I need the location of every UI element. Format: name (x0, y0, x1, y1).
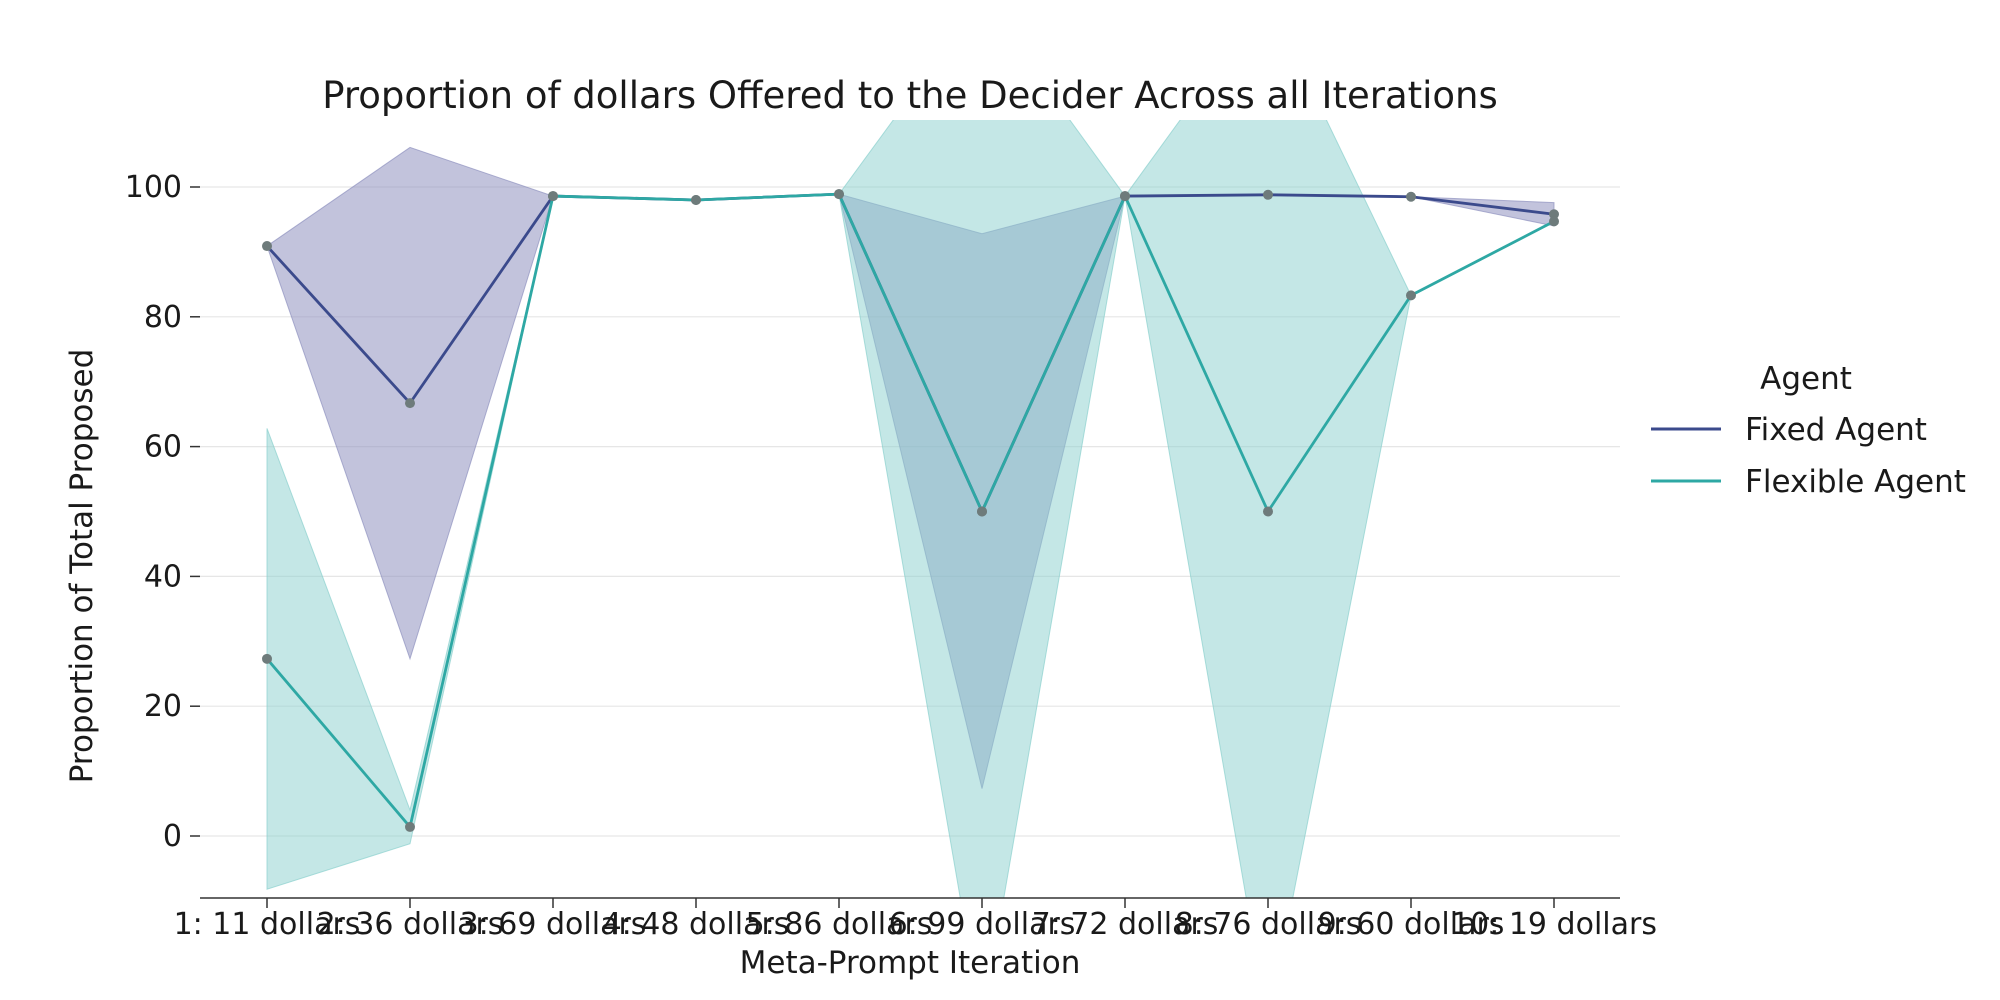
data-point (1263, 506, 1273, 517)
data-point (1120, 191, 1130, 202)
x-tick-label: 1: 11 dollars (174, 907, 361, 942)
x-axis-label: Meta-Prompt Iteration (740, 945, 1081, 981)
x-tick-label: 4: 48 dollars (603, 907, 790, 942)
y-tick-label: 40 (144, 559, 182, 594)
chart-title: Proportion of dollars Offered to the Dec… (322, 74, 1498, 117)
x-tick-label: 9: 60 dollars (1318, 907, 1505, 942)
y-tick-label: 80 (144, 300, 182, 335)
legend-label: Fixed Agent (1745, 412, 1927, 448)
data-point (405, 821, 415, 832)
y-axis-label: Proportion of Total Proposed (64, 349, 100, 784)
x-tick-label: 5: 86 dollars (746, 907, 933, 942)
x-tick-label: 2: 36 dollars (317, 907, 504, 942)
series-line (265, 192, 1555, 829)
data-point (691, 194, 701, 205)
legend-title: Agent (1760, 361, 1852, 397)
legend: Agent Fixed Agent Flexible Agent (1651, 361, 1966, 500)
confidence-bands (266, 120, 1555, 898)
y-tick-label: 60 (144, 430, 182, 465)
data-point (1549, 209, 1559, 220)
y-axis-ticks: 0 20 40 60 80 100 (125, 170, 200, 854)
data-point (977, 506, 987, 517)
series-lines (265, 192, 1555, 829)
y-tick-label: 100 (125, 170, 182, 205)
y-tick-label: 0 (163, 819, 182, 854)
confidence-band (266, 120, 1555, 898)
x-tick-label: 6: 99 dollars (889, 907, 1076, 942)
legend-label: Flexible Agent (1745, 464, 1966, 500)
x-tick-label: 10: 19 dollars (1451, 907, 1657, 942)
data-point (834, 189, 844, 200)
x-tick-label: 8: 76 dollars (1175, 907, 1362, 942)
data-point (262, 241, 272, 252)
data-point (1549, 216, 1559, 227)
data-point (1263, 189, 1273, 200)
x-tick-label: 3: 69 dollars (460, 907, 647, 942)
data-point (1406, 290, 1416, 301)
data-point (1406, 191, 1416, 202)
data-point (548, 191, 558, 202)
data-point-markers (262, 189, 1559, 832)
x-tick-label: 7: 72 dollars (1032, 907, 1219, 942)
data-point (405, 398, 415, 409)
y-tick-label: 20 (144, 689, 182, 724)
data-point (262, 653, 272, 664)
